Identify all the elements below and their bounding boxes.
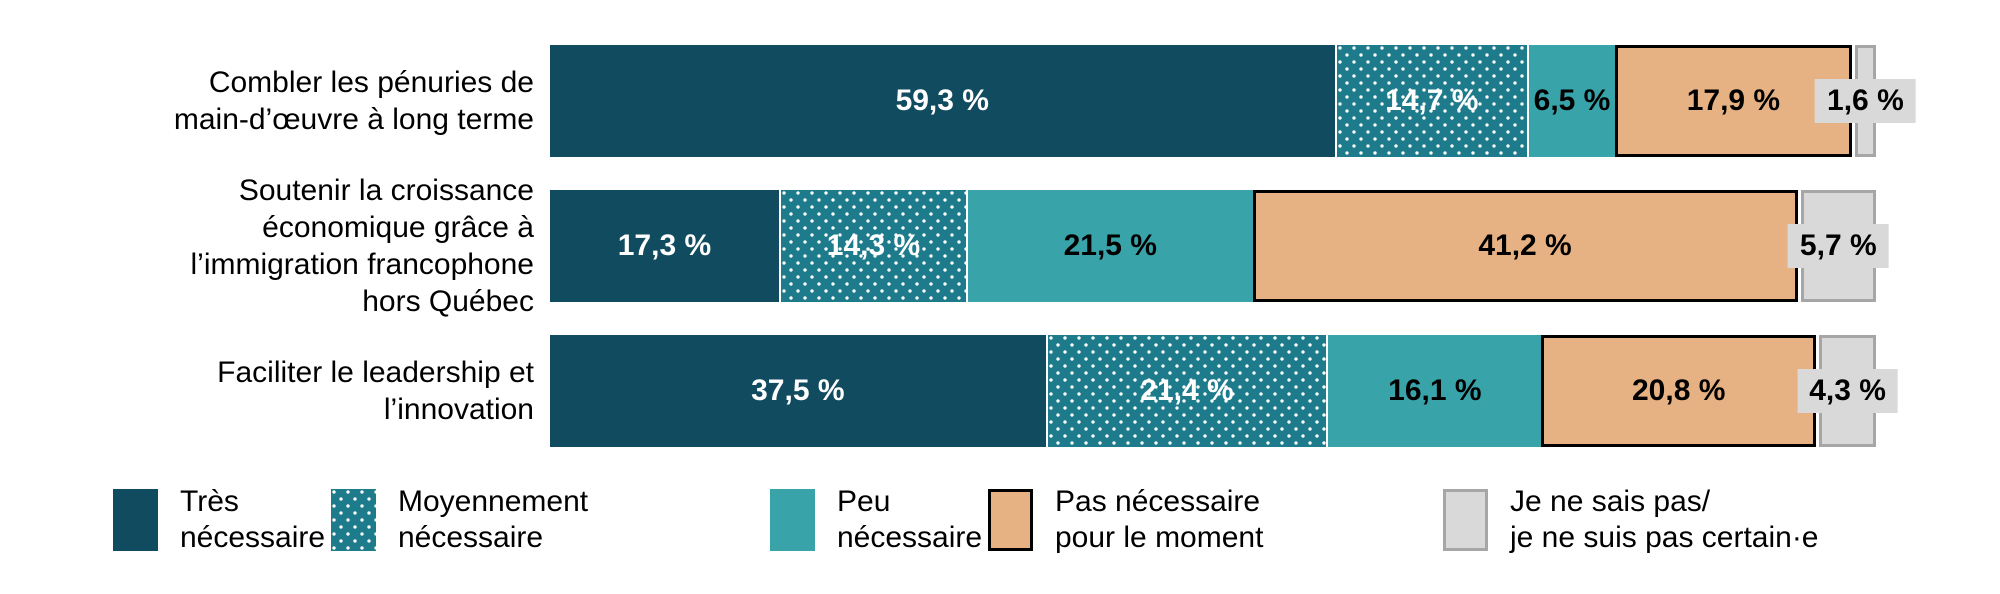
segment-value-label: 21,5 %: [1063, 229, 1157, 262]
segment-value-label: 5,7 %: [1787, 224, 1889, 268]
bar-segment-moyennement-necessaire: 14,7 %: [1334, 45, 1530, 157]
category-label-text: Faciliter le leadership et l’innovation: [217, 356, 534, 426]
legend-label-line: je ne suis pas certain·e: [1510, 521, 1819, 554]
stacked-bar: 17,3 % 14,3 % 21,5 % 41,2 % 5,7 %: [550, 190, 1889, 302]
legend-item-peu-necessaire: Peu nécessaire: [770, 484, 982, 556]
bar-segment-peu-necessaire: 6,5 %: [1529, 45, 1615, 157]
bar-segment-je-ne-sais-pas: 1,6 %: [1815, 45, 1916, 157]
stacked-bar: 37,5 % 21,4 % 16,1 % 20,8 % 4,3 %: [550, 335, 1898, 447]
legend-swatch-pas-necessaire: [988, 489, 1033, 551]
segment-value-label: 6,5 %: [1533, 84, 1611, 117]
legend-label: Pas nécessaire pour le moment: [1055, 484, 1263, 556]
bar-segment-je-ne-sais-pas: 4,3 %: [1797, 335, 1898, 447]
bar-segment-peu-necessaire: 21,5 %: [968, 190, 1253, 302]
legend-label: Peu nécessaire: [837, 484, 982, 556]
legend-label-line: nécessaire: [398, 521, 544, 554]
stacked-bar: 59,3 % 14,7 % 6,5 % 17,9 % 1,6 %: [550, 45, 1916, 157]
legend-label-line: pour le moment: [1055, 521, 1264, 554]
legend-label-line: Je ne sais pas/: [1510, 485, 1711, 518]
legend-item-tres-necessaire: Très nécessaire: [113, 484, 325, 556]
bar-row: Soutenir la croissance économique grâce …: [0, 174, 2000, 318]
legend-label-line: nécessaire: [180, 521, 326, 554]
legend-label-line: Pas nécessaire: [1055, 485, 1261, 518]
segment-value-label: 59,3 %: [895, 84, 989, 117]
category-label-text: Combler les pénuries de main-d’œuvre à l…: [173, 66, 534, 136]
segment-value-label: 20,8 %: [1631, 374, 1726, 407]
bar-segment-pas-necessaire: 17,9 %: [1615, 45, 1852, 157]
legend-label-line: Moyennement: [398, 485, 589, 518]
segment-value-label: 1,6 %: [1815, 79, 1916, 123]
segment-value-label: 21,4 %: [1140, 374, 1234, 407]
bar-segment-tres-necessaire: 59,3 %: [550, 45, 1335, 157]
bar-row: Combler les pénuries de main-d’œuvre à l…: [0, 45, 2000, 157]
category-label: Soutenir la croissance économique grâce …: [0, 172, 550, 320]
legend-swatch-peu-necessaire: [770, 489, 815, 551]
legend-item-je-ne-sais-pas: Je ne sais pas/ je ne suis pas certain·e: [1443, 484, 1819, 556]
segment-value-label: 4,3 %: [1797, 369, 1898, 413]
bar-segment-peu-necessaire: 16,1 %: [1328, 335, 1542, 447]
legend-item-moyennement-necessaire: Moyennement nécessaire: [331, 484, 588, 556]
bar-segment-tres-necessaire: 37,5 %: [550, 335, 1046, 447]
segment-value-label: 14,7 %: [1385, 84, 1479, 117]
segment-value-label: 41,2 %: [1478, 229, 1572, 262]
segment-value-label: 17,9 %: [1686, 84, 1781, 117]
chart-plot-area: Combler les pénuries de main-d’œuvre à l…: [0, 45, 2000, 480]
bar-segment-pas-necessaire: 20,8 %: [1541, 335, 1817, 447]
legend-label-line: Peu: [837, 485, 891, 518]
category-label: Combler les pénuries de main-d’œuvre à l…: [0, 64, 550, 138]
legend-label: Je ne sais pas/ je ne suis pas certain·e: [1510, 484, 1819, 556]
bar-segment-moyennement-necessaire: 14,3 %: [778, 190, 969, 302]
segment-value-label: 14,3 %: [826, 229, 921, 262]
legend-label: Moyennement nécessaire: [398, 484, 588, 556]
category-label: Faciliter le leadership et l’innovation: [0, 354, 550, 428]
legend: Très nécessaire Moyennement nécessaire P…: [0, 484, 2000, 574]
bar-segment-tres-necessaire: 17,3 %: [550, 190, 779, 302]
bar-row: Faciliter le leadership et l’innovation …: [0, 335, 2000, 447]
legend-item-pas-necessaire: Pas nécessaire pour le moment: [988, 484, 1263, 556]
legend-label-line: Très: [180, 485, 239, 518]
segment-value-label: 17,3 %: [617, 229, 712, 262]
segment-value-label: 16,1 %: [1388, 374, 1482, 407]
legend-swatch-tres-necessaire: [113, 489, 158, 551]
legend-swatch-moyennement-necessaire: [331, 489, 376, 551]
legend-swatch-je-ne-sais-pas: [1443, 489, 1488, 551]
segment-value-label: 37,5 %: [751, 374, 845, 407]
bar-segment-moyennement-necessaire: 21,4 %: [1045, 335, 1329, 447]
legend-label-line: nécessaire: [837, 521, 983, 554]
bar-segment-je-ne-sais-pas: 5,7 %: [1787, 190, 1889, 302]
bar-segment-pas-necessaire: 41,2 %: [1252, 190, 1798, 302]
legend-label: Très nécessaire: [180, 484, 325, 556]
category-label-text: Soutenir la croissance économique grâce …: [190, 174, 534, 318]
